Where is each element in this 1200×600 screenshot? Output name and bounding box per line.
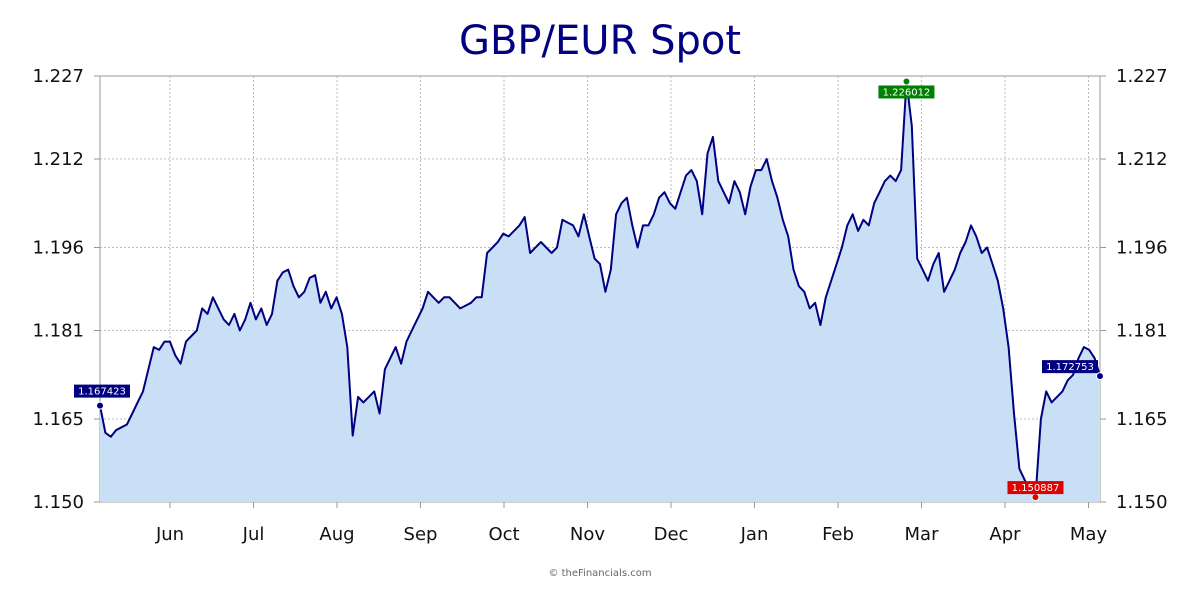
high-marker-label-box — [878, 85, 935, 99]
high-marker-dot — [902, 77, 911, 86]
x-tick-label: Aug — [319, 524, 354, 545]
y-tick-label-left: 1.212 — [32, 149, 84, 170]
y-tick-label-right: 1.150 — [1116, 492, 1168, 513]
x-tick-label: Apr — [989, 524, 1021, 545]
y-tick-label-right: 1.212 — [1116, 149, 1168, 170]
x-tick-label: Sep — [404, 524, 438, 545]
end-marker-label-box — [1042, 360, 1098, 374]
high-marker-label: 1.226012 — [883, 87, 931, 98]
x-tick-label: Nov — [570, 524, 605, 545]
x-tick-label: Jan — [740, 524, 769, 545]
x-tick-label: May — [1070, 524, 1108, 545]
x-tick-label: Dec — [654, 524, 689, 545]
start-marker-dot — [96, 401, 104, 410]
low-marker-dot — [1031, 493, 1040, 502]
y-tick-label-right: 1.165 — [1116, 409, 1168, 430]
end-marker-dot — [1096, 372, 1104, 381]
start-marker-label-box — [74, 384, 130, 398]
y-tick-label-right: 1.196 — [1116, 238, 1168, 259]
low-marker-label: 1.150887 — [1012, 483, 1060, 494]
x-tick-label: Oct — [488, 524, 519, 545]
x-tick-label: Jun — [155, 524, 184, 545]
y-tick-label-left: 1.165 — [32, 409, 84, 430]
y-tick-label-right: 1.227 — [1116, 66, 1168, 87]
y-tick-label-right: 1.181 — [1116, 320, 1168, 341]
low-marker-label-box — [1007, 481, 1064, 495]
y-tick-label-left: 1.181 — [32, 320, 84, 341]
start-marker-label: 1.167423 — [78, 387, 126, 398]
y-tick-label-left: 1.227 — [32, 66, 84, 87]
end-marker-label: 1.172753 — [1046, 362, 1094, 373]
marker-layer: 1.167423 1.226012 1.150887 1.172753 — [74, 77, 1104, 502]
credit-text: © theFinancials.com — [548, 568, 652, 579]
chart-title: GBP/EUR Spot — [458, 18, 742, 64]
x-tick-label: Jul — [242, 524, 265, 545]
tick-layer: 1.150 1.150 1.165 1.165 1.181 1.181 1.196 1.196… — [32, 66, 1167, 545]
y-tick-label-left: 1.196 — [32, 238, 84, 259]
price-line — [99, 80, 1101, 498]
x-tick-label: Feb — [822, 524, 854, 545]
y-tick-label-left: 1.150 — [32, 492, 84, 513]
x-tick-label: Mar — [905, 524, 940, 545]
